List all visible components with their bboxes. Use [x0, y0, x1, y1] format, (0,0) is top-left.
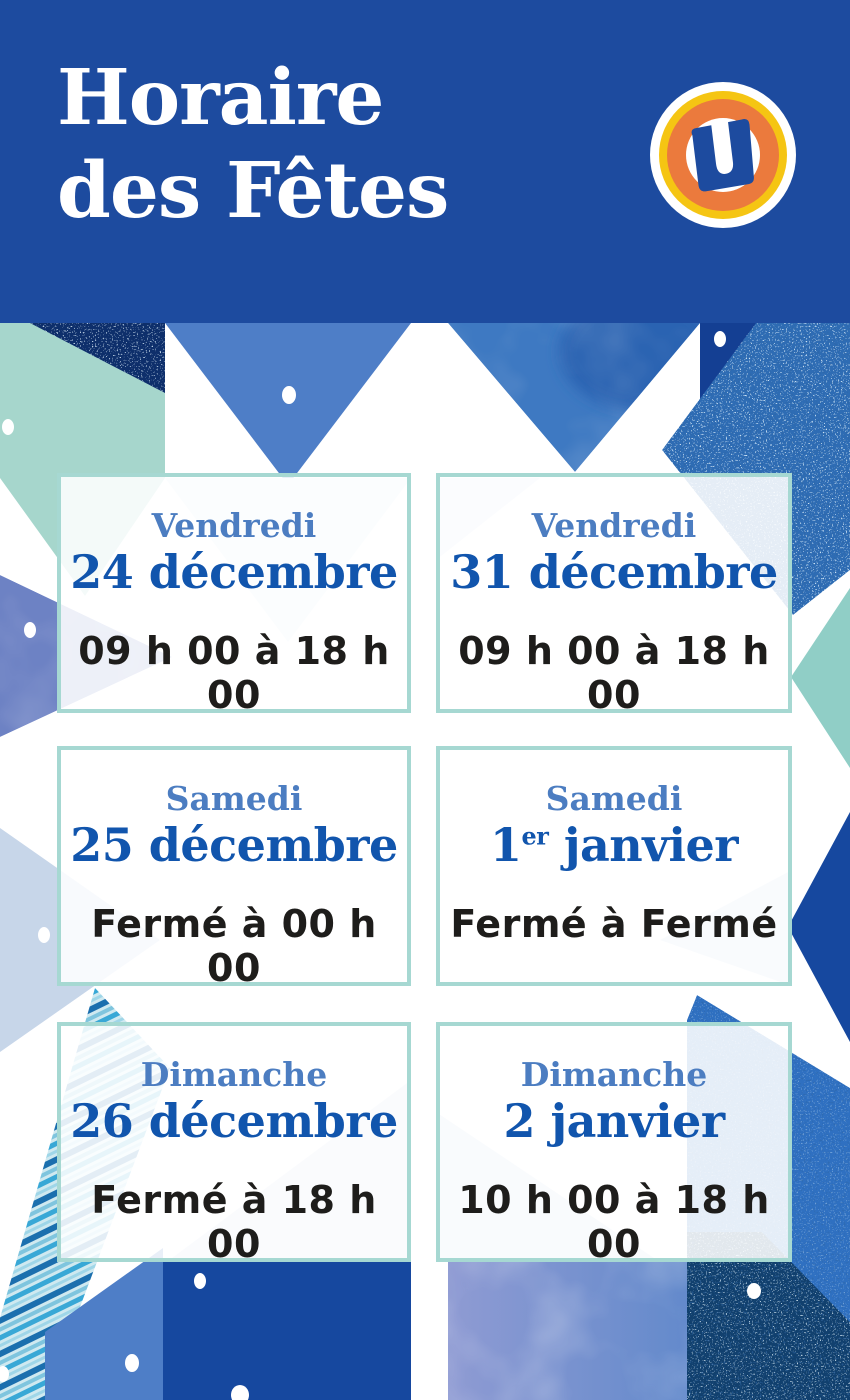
watercolor-block-bottom	[448, 1258, 700, 1400]
title-line1: Horaire	[57, 53, 384, 143]
schedule-card-25-dec: Samedi 25 décembre Fermé à 00 h 00	[57, 746, 411, 990]
u-logo	[650, 82, 796, 228]
card-date: 2 janvier	[503, 1093, 725, 1148]
blue-triangle-top	[165, 323, 411, 485]
card-day: Vendredi	[531, 506, 697, 545]
schedule-card-26-dec: Dimanche 26 décembre Fermé à 18 h 00	[57, 1022, 411, 1266]
card-day: Vendredi	[151, 506, 317, 545]
header: Horaire des Fêtes	[0, 0, 850, 323]
card-day: Samedi	[165, 779, 303, 818]
card-hours: 09 h 00 à 18 h 00	[78, 628, 390, 717]
u-letter-icon	[691, 119, 754, 192]
date-superscript: er	[521, 822, 549, 851]
card-hours: 09 h 00 à 18 h 00	[458, 628, 770, 717]
card-day: Dimanche	[520, 1055, 708, 1094]
card-hours: Fermé à 00 h 00	[91, 901, 377, 990]
card-date: 24 décembre	[70, 544, 398, 599]
card-hours: Fermé à 18 h 00	[91, 1177, 377, 1266]
page-title: Horaire des Fêtes	[57, 52, 449, 238]
card-date: 26 décembre	[70, 1093, 398, 1148]
card-hours: 10 h 00 à 18 h 00	[458, 1177, 770, 1266]
title-line2: des Fêtes	[57, 146, 449, 236]
card-date: 1er janvier	[490, 817, 738, 872]
schedule-card-2-jan: Dimanche 2 janvier 10 h 00 à 18 h 00	[436, 1022, 792, 1266]
schedule-card-24-dec: Vendredi 24 décembre 09 h 00 à 18 h 00	[57, 473, 411, 717]
card-date: 25 décembre	[70, 817, 398, 872]
card-hours: Fermé à Fermé	[450, 901, 778, 946]
royal-triangle-right	[788, 812, 850, 1042]
card-day: Samedi	[545, 779, 683, 818]
schedule-card-31-dec: Vendredi 31 décembre 09 h 00 à 18 h 00	[436, 473, 792, 717]
card-day: Dimanche	[140, 1055, 328, 1094]
card-date: 31 décembre	[450, 544, 778, 599]
teal-triangle-right	[791, 588, 850, 768]
schedule-card-1-jan: Samedi 1er janvier Fermé à Fermé	[436, 746, 792, 986]
